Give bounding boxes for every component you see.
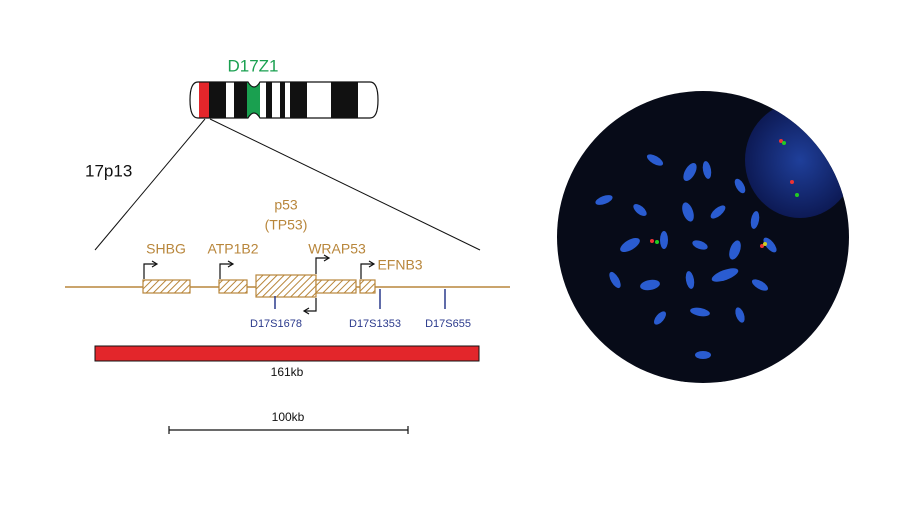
centromere-label: D17Z1	[227, 56, 278, 75]
scale-label: 100kb	[272, 410, 305, 424]
marker-ticks	[274, 289, 446, 309]
probe-size: 161kb	[271, 365, 304, 379]
gene-label: EFNB3	[377, 257, 422, 273]
zoom-line	[209, 118, 481, 251]
gene-boxes	[142, 274, 376, 298]
fish-signals	[650, 139, 799, 248]
marker-label: D17S655	[425, 318, 471, 330]
fish-image	[557, 91, 849, 383]
probe-bar	[94, 345, 480, 362]
gene-label: ATP1B2	[207, 241, 258, 257]
zoom-line	[94, 118, 206, 251]
gene-label: SHBG	[146, 241, 186, 257]
chromosome-ideogram	[189, 81, 379, 119]
marker-label: D17S1678	[250, 318, 302, 330]
marker-label: D17S1353	[349, 318, 401, 330]
gene-label: WRAP53	[308, 241, 366, 257]
scale-bar	[168, 426, 409, 434]
tss-arrows	[143, 254, 376, 315]
gene-main: p53	[274, 197, 298, 213]
gene-main-alias: (TP53)	[265, 217, 308, 233]
band-label: 17p13	[85, 161, 132, 180]
